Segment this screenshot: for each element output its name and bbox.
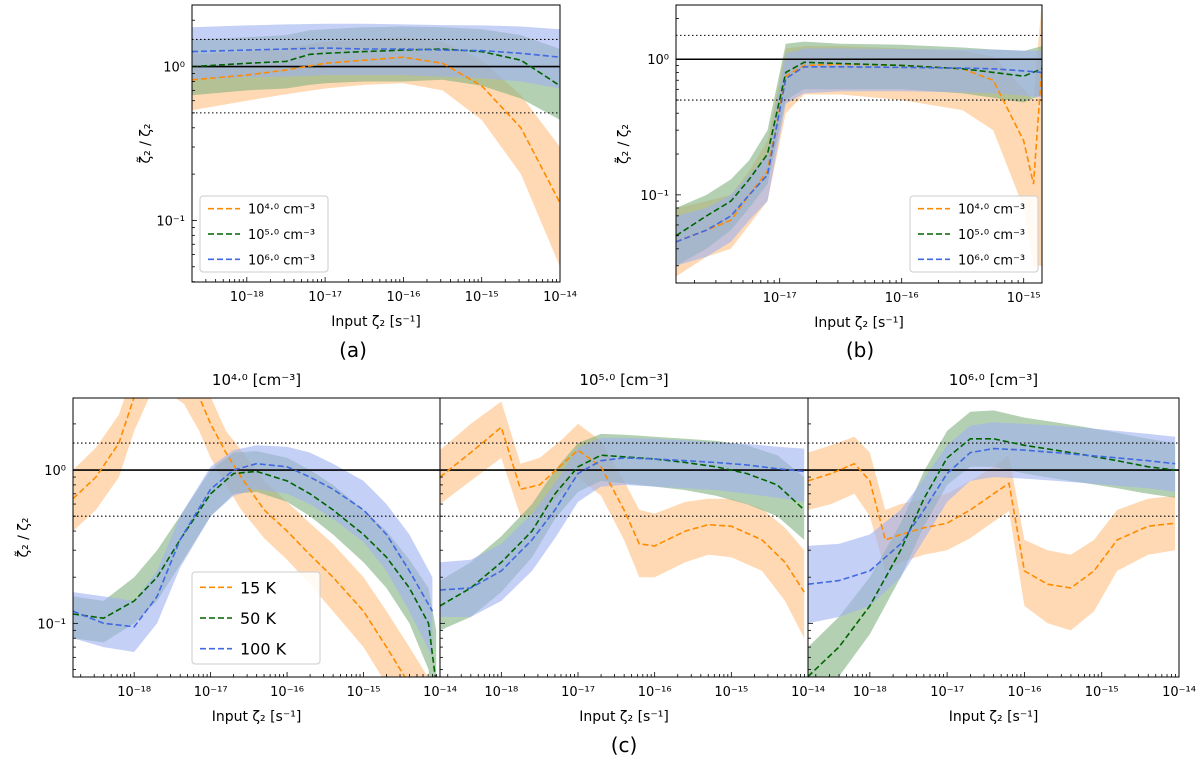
legend-label-a-2: 10⁶·⁰ cm⁻³ xyxy=(248,253,315,268)
x-axis-label-c1: Input ζ₂ [s⁻¹] xyxy=(212,709,302,725)
series-line-b-2 xyxy=(676,66,1042,243)
legend-label-c1-0: 15 K xyxy=(240,578,276,597)
legend-box-b xyxy=(909,195,1039,273)
band-c3-series-2 xyxy=(808,422,1176,624)
legend-a: 10⁴·⁰ cm⁻³ 10⁵·⁰ cm⁻³ 10⁶·⁰ cm⁻³ xyxy=(199,195,329,273)
x-tick-label-c1-4: 10⁻¹⁴ xyxy=(423,685,457,700)
series-line-c2-0 xyxy=(440,425,805,593)
x-tick-label-b-1: 10⁻¹⁶ xyxy=(885,291,919,306)
chart-title-c1: 10⁴·⁰ [cm⁻³] xyxy=(212,371,301,389)
chart-c3: 10⁻¹⁸ 10⁻¹⁷ 10⁻¹⁶ 10⁻¹⁵ 10⁻¹⁴ Input ζ₂ [s⁻¹] 1… xyxy=(807,371,1196,725)
x-tick-label-c3-4: 10⁻¹⁴ xyxy=(1162,685,1196,700)
x-tick-label-a-3: 10⁻¹⁵ xyxy=(465,290,499,305)
x-tick-label-c3-1: 10⁻¹⁷ xyxy=(930,685,964,700)
series-line-c1-1 xyxy=(73,470,437,677)
x-tick-label-c3-0: 10⁻¹⁸ xyxy=(853,685,887,700)
series-line-a-1 xyxy=(192,48,560,87)
series-line-c1-2 xyxy=(73,462,434,628)
x-tick-label-c2-4: 10⁻¹⁴ xyxy=(791,685,825,700)
plot-area-a xyxy=(192,23,560,267)
band-c3-series-0 xyxy=(808,436,1176,631)
x-tick-label-c3-2: 10⁻¹⁶ xyxy=(1008,685,1042,700)
x-tick-label-c1-3: 10⁻¹⁵ xyxy=(347,685,381,700)
chart-title-c3: 10⁶·⁰ [cm⁻³] xyxy=(949,371,1038,389)
band-c1-series-2 xyxy=(73,445,433,658)
series-line-c3-0 xyxy=(808,462,1176,589)
plot-area-b xyxy=(676,5,1042,277)
chart-b: 10⁻¹⁷ 10⁻¹⁶ 10⁻¹⁵ 10⁻¹ 10⁰ Input ζ₂ [s⁻¹] ζ̃₂ … xyxy=(614,4,1043,331)
y-tick-label-b-1: 10⁰ xyxy=(647,53,669,68)
panel-label-b: (b) xyxy=(846,338,874,362)
x-axis-label-c3: Input ζ₂ [s⁻¹] xyxy=(949,709,1039,725)
x-tick-label-c2-2: 10⁻¹⁶ xyxy=(638,685,672,700)
legend-c1: 15 K 50 K 100 K xyxy=(191,571,321,665)
legend-label-c1-1: 50 K xyxy=(240,609,276,628)
x-tick-label-c2-1: 10⁻¹⁷ xyxy=(561,685,595,700)
x-axis-label-a: Input ζ₂ [s⁻¹] xyxy=(331,314,421,330)
axes-frame-b xyxy=(675,4,1043,284)
chart-a: 10⁻¹⁸ 10⁻¹⁷ 10⁻¹⁶ 10⁻¹⁵ 10⁻¹⁴ 10⁻¹ 10⁰ Input ζ₂… xyxy=(136,4,577,330)
chart-title-c2: 10⁵·⁰ [cm⁻³] xyxy=(579,371,668,389)
series-line-a-0 xyxy=(192,56,560,204)
chart-c2: 10⁻¹⁸ 10⁻¹⁷ 10⁻¹⁶ 10⁻¹⁵ 10⁻¹⁴ Input ζ₂ [s⁻¹] 1… xyxy=(439,371,825,725)
panels-layer: 10⁻¹⁸ 10⁻¹⁷ 10⁻¹⁶ 10⁻¹⁵ 10⁻¹⁴ 10⁻¹ 10⁰ Input ζ₂… xyxy=(14,4,1196,725)
legend-label-b-0: 10⁴·⁰ cm⁻³ xyxy=(958,203,1025,218)
axes-frame-a xyxy=(191,4,561,283)
x-tick-label-c2-0: 10⁻¹⁸ xyxy=(484,685,518,700)
legend-b: 10⁴·⁰ cm⁻³ 10⁵·⁰ cm⁻³ 10⁶·⁰ cm⁻³ xyxy=(909,195,1039,273)
x-tick-label-a-1: 10⁻¹⁷ xyxy=(308,290,342,305)
x-tick-label-c1-2: 10⁻¹⁶ xyxy=(270,685,304,700)
panel-label-a: (a) xyxy=(339,338,367,362)
series-line-b-1 xyxy=(676,61,1042,237)
plot-area-c2 xyxy=(440,401,808,639)
y-tick-label-b-0: 10⁻¹ xyxy=(640,189,669,204)
series-line-c3-1 xyxy=(808,437,1176,677)
y-tick-label-c1-0: 10⁻¹ xyxy=(37,617,66,632)
band-c1-series-0 xyxy=(73,398,428,677)
series-line-b-0 xyxy=(676,63,1042,243)
legend-box-a xyxy=(199,195,329,273)
legend-label-a-1: 10⁵·⁰ cm⁻³ xyxy=(248,228,315,243)
band-c2-series-0 xyxy=(440,401,805,639)
legend-label-c1-2: 100 K xyxy=(240,640,287,659)
legend-label-a-0: 10⁴·⁰ cm⁻³ xyxy=(248,203,315,218)
y-tick-label-a-0: 10⁻¹ xyxy=(156,214,185,229)
plot-area-c1 xyxy=(73,398,440,677)
x-tick-label-c1-1: 10⁻¹⁷ xyxy=(194,685,228,700)
x-tick-label-b-0: 10⁻¹⁷ xyxy=(763,291,797,306)
x-tick-label-c1-0: 10⁻¹⁸ xyxy=(117,685,151,700)
y-axis-label-c1: ζ̃₂ / ζ₂ xyxy=(14,517,32,557)
panel-label-c: (c) xyxy=(611,733,638,757)
band-a-series-0 xyxy=(192,37,560,267)
band-c2-series-2 xyxy=(440,437,805,617)
legend-label-b-2: 10⁶·⁰ cm⁻³ xyxy=(958,253,1025,268)
plot-area-c3 xyxy=(808,410,1179,677)
x-axis-label-b: Input ζ₂ [s⁻¹] xyxy=(814,315,904,331)
x-tick-label-a-2: 10⁻¹⁶ xyxy=(386,290,420,305)
y-axis-label-a: ζ̃₂ / ζ₂ xyxy=(136,123,154,163)
y-axis-label-b: ζ̃₂ / ζ₂ xyxy=(614,124,632,164)
series-line-c2-1 xyxy=(440,454,805,607)
series-line-c1-0 xyxy=(73,398,406,677)
series-line-c2-2 xyxy=(440,457,805,591)
series-line-c3-2 xyxy=(808,447,1176,585)
y-tick-label-a-1: 10⁰ xyxy=(163,61,185,76)
x-tick-label-c3-3: 10⁻¹⁵ xyxy=(1085,685,1119,700)
x-tick-label-b-2: 10⁻¹⁵ xyxy=(1007,291,1041,306)
legend-label-b-1: 10⁵·⁰ cm⁻³ xyxy=(958,228,1025,243)
x-tick-label-c2-3: 10⁻¹⁵ xyxy=(714,685,748,700)
y-tick-label-c1-1: 10⁰ xyxy=(44,464,66,479)
series-line-a-2 xyxy=(192,47,560,58)
legend-box-c1 xyxy=(191,571,321,665)
x-tick-label-a-4: 10⁻¹⁴ xyxy=(543,290,577,305)
x-tick-label-a-0: 10⁻¹⁸ xyxy=(230,290,264,305)
chart-c1: 10⁻¹⁸ 10⁻¹⁷ 10⁻¹⁶ 10⁻¹⁵ 10⁻¹⁴ 10⁻¹ 10⁰ Input ζ₂… xyxy=(14,371,457,725)
x-axis-label-c2: Input ζ₂ [s⁻¹] xyxy=(579,709,669,725)
